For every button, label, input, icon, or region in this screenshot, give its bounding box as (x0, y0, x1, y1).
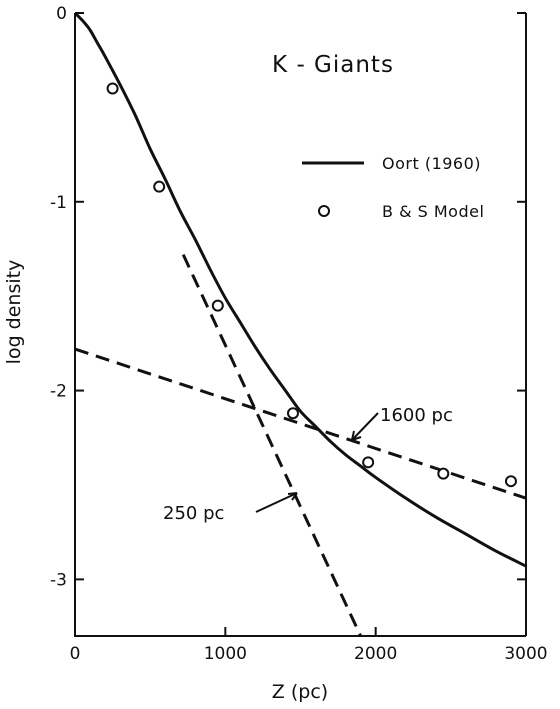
axes: 0 -1 -2 -3 0 1000 2000 3000 (50, 4, 548, 664)
series-oort-1960-line (73, 11, 527, 568)
x-tick-label: 2000 (354, 644, 397, 664)
series-bs-model-point (362, 456, 375, 469)
legend-bs-marker (318, 205, 330, 217)
legend-bs-label: B & S Model (382, 202, 484, 221)
annotation-1600pc: 1600 pc (380, 405, 453, 426)
chart-title: K - Giants (272, 52, 394, 78)
y-tick-label: -2 (50, 382, 67, 402)
x-axis-title: Z (pc) (272, 681, 328, 703)
x-tick-label: 1000 (204, 644, 247, 664)
series-bs-model-point (211, 299, 224, 312)
x-tick-label: 0 (70, 644, 81, 664)
series-layer (73, 11, 527, 637)
series-bs-model-point (504, 475, 517, 488)
annotation-250pc-arrow (255, 492, 298, 513)
series-bs-model-point (437, 467, 450, 480)
series-bs-model-point (153, 180, 166, 193)
series-250pc-dashed-line (181, 254, 362, 637)
x-tick-label: 3000 (504, 644, 547, 664)
annotations-layer (255, 412, 379, 513)
plot-frame (74, 13, 526, 637)
annotation-1600pc-arrowhead (351, 430, 362, 441)
y-tick-label: 0 (56, 4, 67, 24)
annotation-250pc: 250 pc (163, 503, 224, 524)
series-bs-model-point (286, 407, 299, 420)
y-tick-label: -1 (50, 193, 67, 213)
annotation-1600pc-arrow (351, 412, 379, 441)
y-axis-title: log density (3, 260, 25, 365)
legend: Oort (1960) B & S Model (302, 154, 484, 221)
annotation-250pc-arrowhead (287, 492, 298, 501)
y-tick-label: -3 (50, 570, 67, 590)
series-1600pc-dashed-line (74, 347, 527, 500)
series-bs-model-point (106, 82, 119, 95)
legend-oort-label: Oort (1960) (382, 154, 481, 173)
